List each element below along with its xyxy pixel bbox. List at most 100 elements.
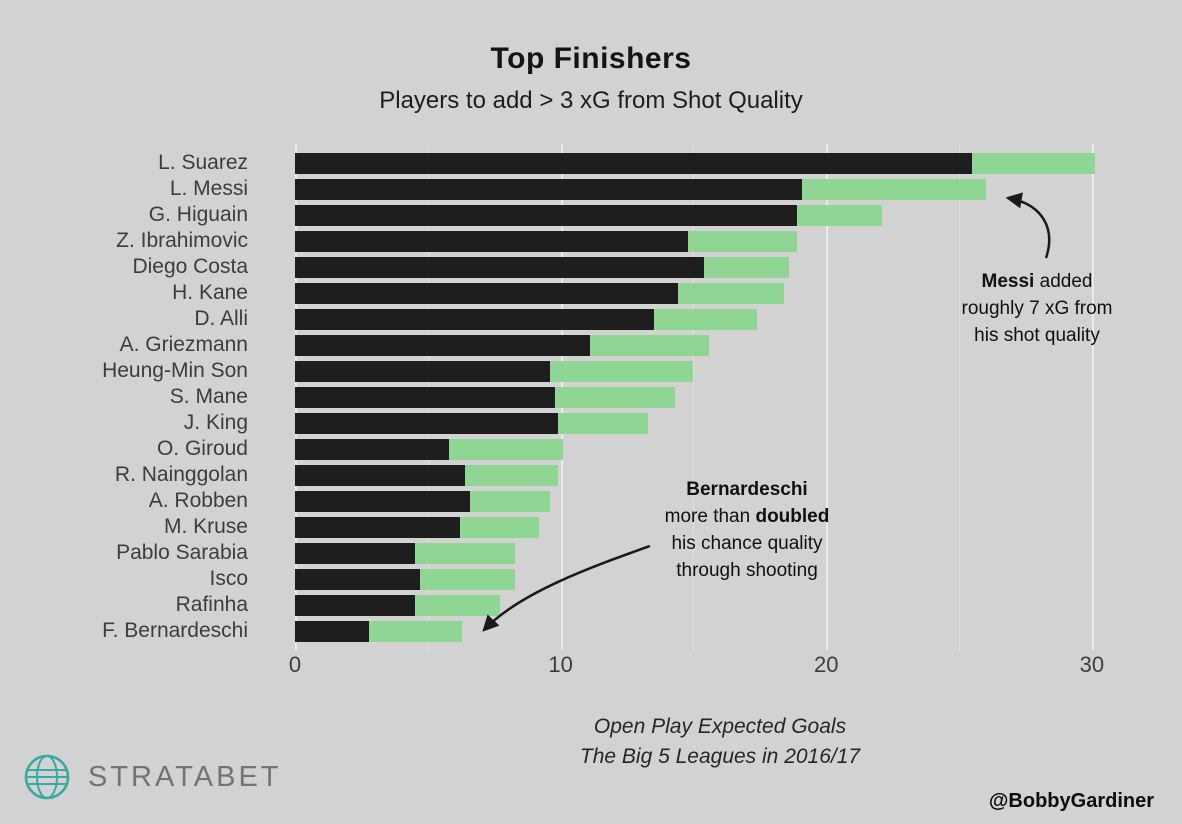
added-xg-bar [589, 334, 710, 356]
player-label: R. Nainggolan [114, 463, 248, 486]
x-tick-label: 0 [288, 652, 302, 677]
player-row [295, 436, 1145, 462]
player-label: S. Mane [169, 385, 248, 408]
bernardeschi-annotation-bold: Bernardeschi [686, 479, 808, 500]
added-xg-bar [972, 152, 1095, 174]
player-label: A. Griezmann [119, 333, 248, 356]
minor-gridline [959, 144, 961, 650]
player-row [295, 358, 1145, 384]
base-xg-bar [295, 594, 415, 616]
messi-annotation-bold: Messi [981, 271, 1035, 292]
added-xg-bar [688, 230, 798, 252]
messi-annotation-line-2: roughly 7 xG from [961, 298, 1113, 319]
base-xg-bar [295, 464, 465, 486]
player-row [295, 150, 1145, 176]
messi-annotation-line-3: his shot quality [974, 325, 1100, 346]
player-row [295, 618, 1145, 644]
x-tick-label: 20 [814, 652, 839, 677]
added-xg-bar [414, 594, 500, 616]
author-credit: @BobbyGardiner [988, 790, 1154, 812]
player-row [295, 306, 1145, 332]
player-label: Rafinha [175, 593, 248, 616]
stratabet-logo: STRATABET [20, 750, 282, 804]
messi-annotation: Messi added roughly 7 xG from his shot q… [928, 268, 1146, 349]
chart-caption: Open Play Expected Goals The Big 5 Leagu… [295, 712, 1145, 772]
player-row [295, 332, 1145, 358]
player-label: F. Bernardeschi [102, 619, 248, 642]
caption-line-1: Open Play Expected Goals [593, 715, 847, 738]
minor-gridline [693, 144, 695, 650]
player-label: H. Kane [172, 281, 248, 304]
added-xg-bar [449, 438, 564, 460]
added-xg-bar [555, 386, 675, 408]
base-xg-bar [295, 438, 450, 460]
base-xg-bar [295, 230, 689, 252]
base-xg-bar [295, 178, 803, 200]
player-label: Pablo Sarabia [116, 541, 248, 564]
added-xg-bar [369, 620, 463, 642]
player-row [295, 592, 1145, 618]
added-xg-bar [677, 282, 784, 304]
x-tick-label: 30 [1079, 652, 1105, 677]
player-row [295, 202, 1145, 228]
stratabet-globe-icon [24, 754, 70, 800]
bernardeschi-annotation-line-1: Bernardeschi [628, 476, 866, 503]
player-label: A. Robben [148, 489, 248, 512]
chart-subtitle: Players to add > 3 xG from Shot Quality [379, 87, 803, 114]
added-xg-bar [802, 178, 986, 200]
added-xg-bar [465, 464, 558, 486]
player-label: M. Kruse [163, 515, 248, 538]
player-label: D. Alli [194, 307, 248, 330]
added-xg-bar [797, 204, 883, 226]
messi-annotation-line-1: Messi added [928, 268, 1146, 295]
player-row [295, 176, 1145, 202]
base-xg-bar [295, 204, 798, 226]
stratabet-wordmark: STRATABET [88, 760, 282, 793]
caption-line-2: The Big 5 Leagues in 2016/17 [579, 745, 861, 768]
player-row [295, 280, 1145, 306]
base-xg-bar [295, 542, 415, 564]
major-gridline [1091, 144, 1094, 650]
added-xg-bar [419, 568, 516, 590]
base-xg-bar [295, 490, 471, 512]
added-xg-bar [653, 308, 758, 330]
messi-annotation-rest: added [1034, 271, 1093, 292]
player-label: Heung-Min Son [102, 359, 248, 382]
bernardeschi-annotation-line-2: more than doubled [628, 503, 866, 530]
player-row [295, 228, 1145, 254]
base-xg-bar [295, 620, 370, 642]
bernardeschi-annotation-line-4: through shooting [676, 560, 818, 581]
base-xg-bar [295, 334, 590, 356]
base-xg-bar [295, 152, 973, 174]
base-xg-bar [295, 386, 556, 408]
player-row [295, 410, 1145, 436]
added-xg-bar [414, 542, 516, 564]
player-label: Isco [209, 567, 248, 590]
bernardeschi-annotation-doubled: doubled [755, 506, 830, 527]
base-xg-bar [295, 282, 678, 304]
player-label: J. King [183, 411, 248, 434]
player-row [295, 384, 1145, 410]
major-gridline [826, 144, 829, 650]
base-xg-bar [295, 516, 460, 538]
player-label: Diego Costa [132, 255, 248, 278]
x-axis: 0 10 20 30 [289, 652, 1145, 680]
bernardeschi-annotation-line-3: his chance quality [671, 533, 823, 554]
added-xg-bar [470, 490, 550, 512]
x-tick-label: 10 [548, 652, 573, 677]
added-xg-bar [550, 360, 694, 382]
player-labels-column: L. Suarez L. Messi G. Higuain Z. Ibrahimovi… [0, 150, 248, 644]
player-row [295, 254, 1145, 280]
player-label: L. Messi [169, 177, 248, 200]
player-row [295, 514, 1145, 540]
player-row [295, 488, 1145, 514]
player-label: Z. Ibrahimovic [116, 229, 248, 252]
base-xg-bar [295, 568, 420, 590]
player-row [295, 462, 1145, 488]
added-xg-bar [459, 516, 540, 538]
player-label: O. Giroud [156, 437, 248, 460]
chart-title: Top Finishers [490, 42, 692, 75]
base-xg-bar [295, 256, 705, 278]
base-xg-bar [295, 360, 550, 382]
